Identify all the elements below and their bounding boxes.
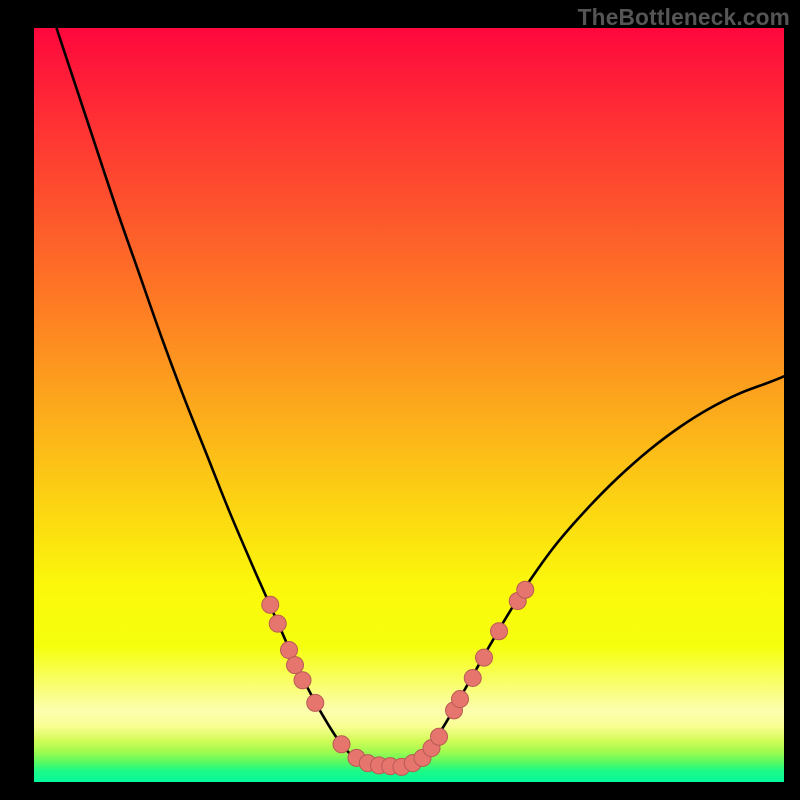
data-marker <box>281 642 298 659</box>
watermark-label: TheBottleneck.com <box>578 4 790 31</box>
data-marker <box>333 736 350 753</box>
data-marker <box>431 728 448 745</box>
data-marker <box>287 657 304 674</box>
bottleneck-curve-chart <box>0 0 800 800</box>
chart-frame: TheBottleneck.com <box>0 0 800 800</box>
data-marker <box>476 649 493 666</box>
data-marker <box>307 694 324 711</box>
plot-background <box>34 28 784 782</box>
data-marker <box>464 669 481 686</box>
data-marker <box>262 596 279 613</box>
data-marker <box>491 623 508 640</box>
data-marker <box>269 615 286 632</box>
data-marker <box>452 691 469 708</box>
data-marker <box>294 672 311 689</box>
data-marker <box>517 581 534 598</box>
